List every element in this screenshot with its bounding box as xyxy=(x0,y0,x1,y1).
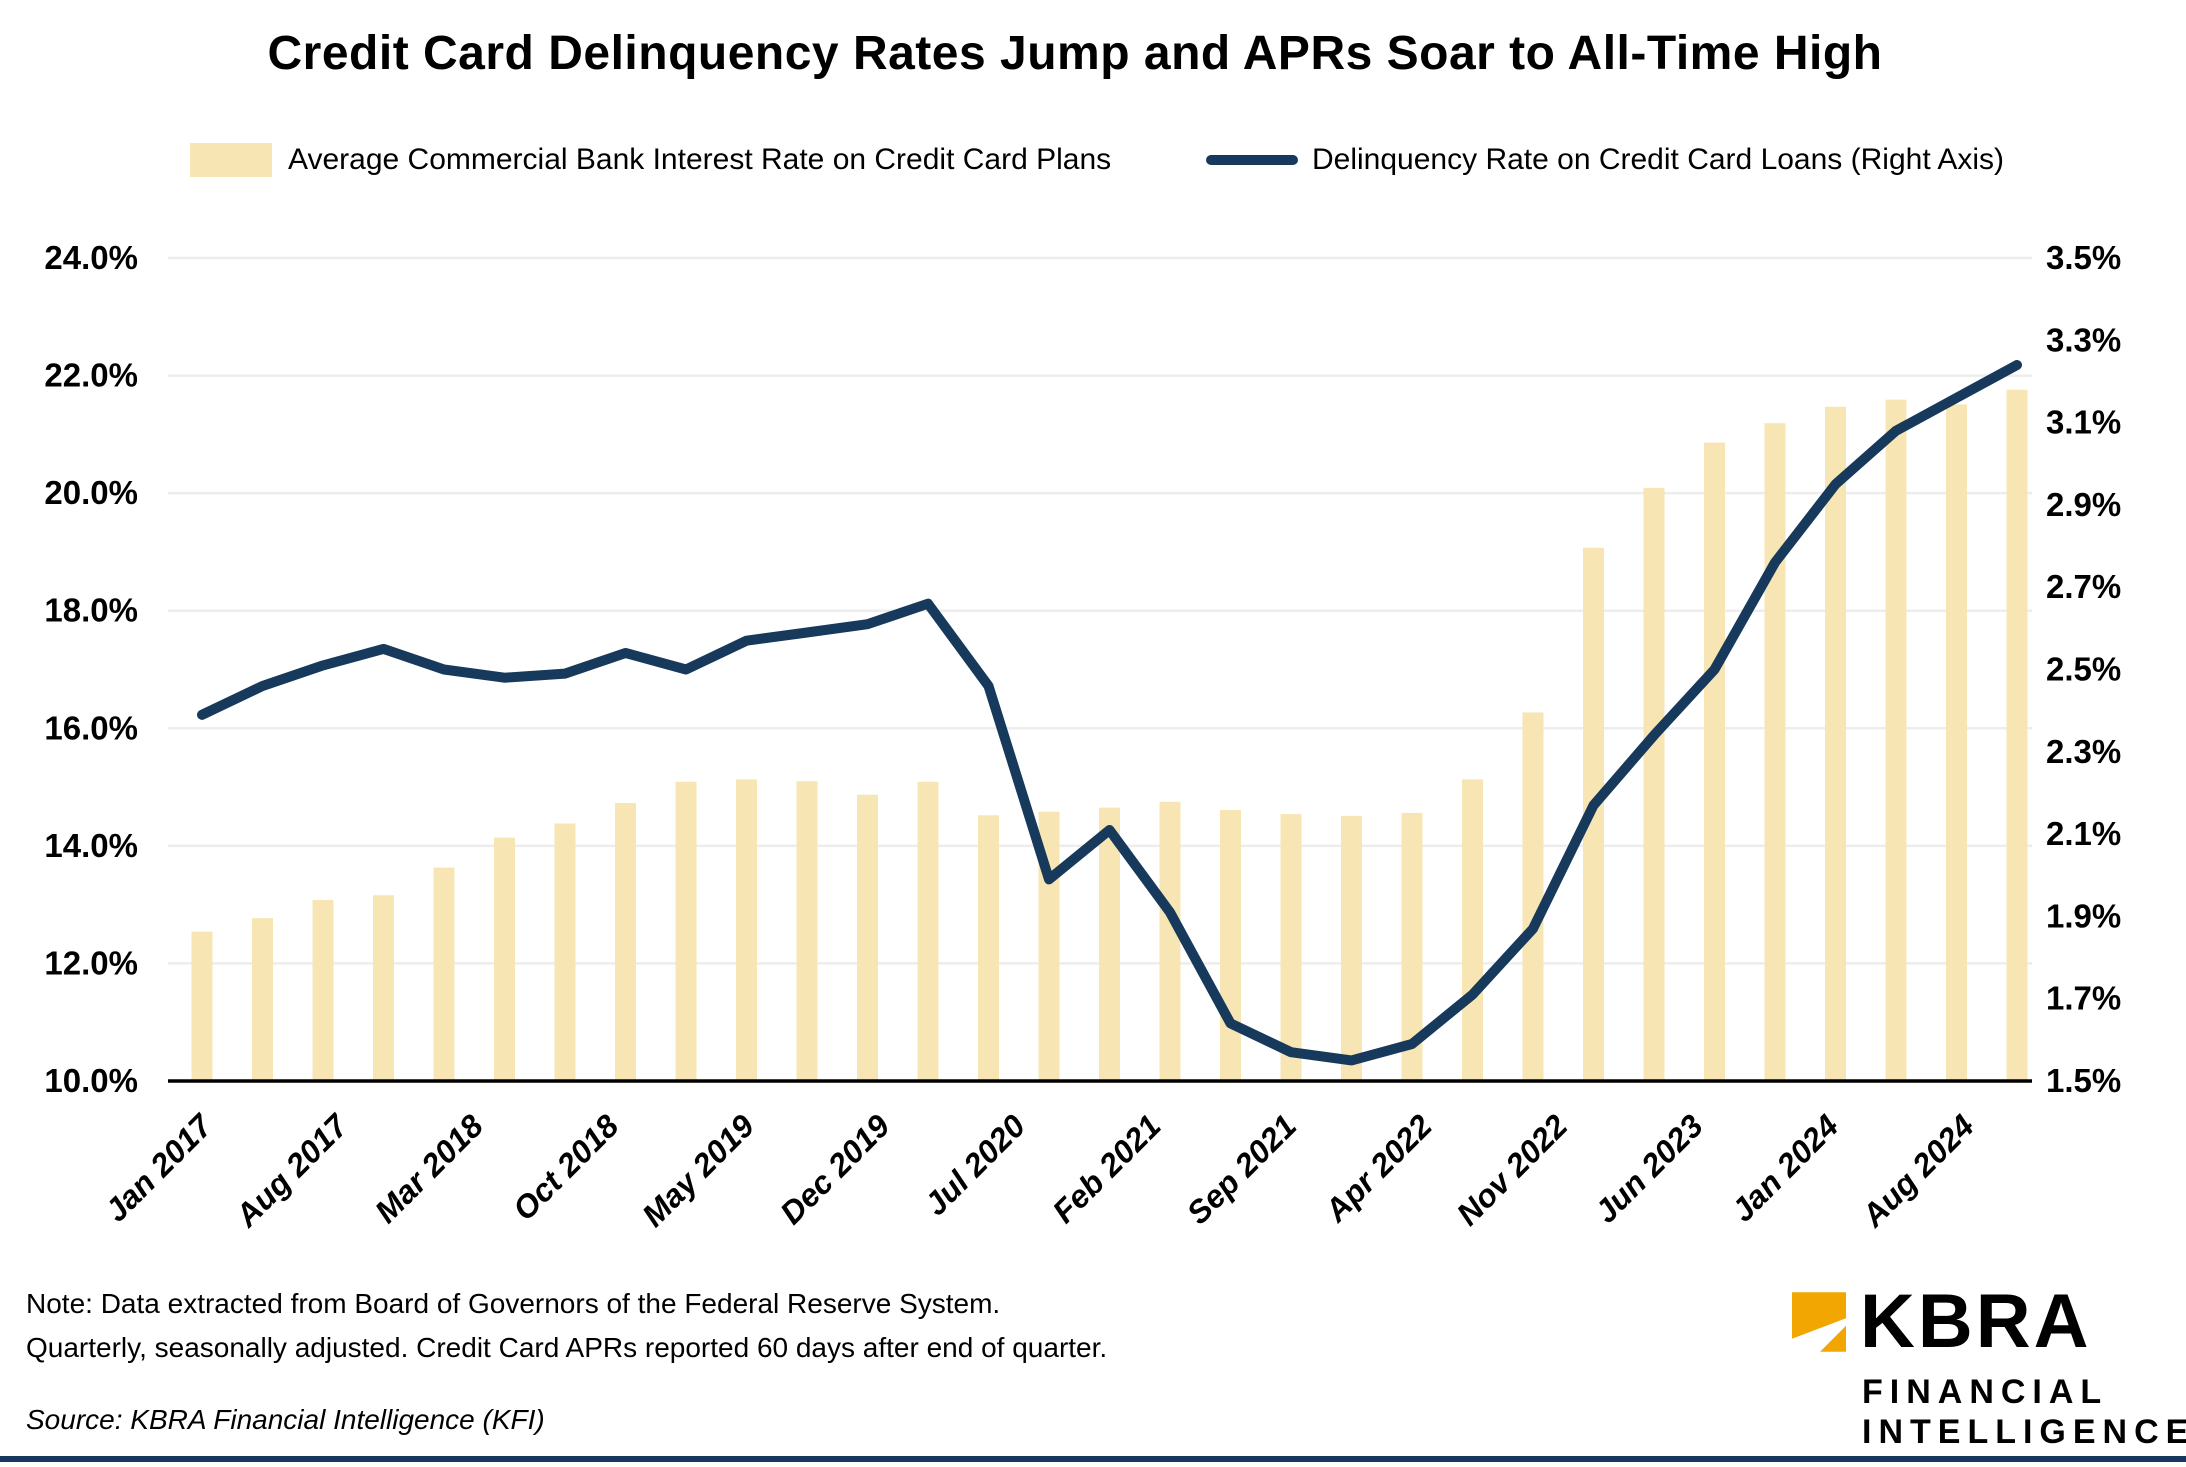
bar-Q1-2023 xyxy=(1643,487,1665,1081)
bar-Q1-2021 xyxy=(1159,801,1181,1081)
bar-Q3-2018 xyxy=(554,823,576,1081)
kbra-logo-sub1: FINANCIAL xyxy=(1862,1373,2109,1411)
bar-Q1-2024 xyxy=(1885,399,1907,1081)
bar-Q4-2017 xyxy=(373,895,394,1081)
bar-Q1-2017 xyxy=(191,931,213,1081)
right-axis-tick: 2.5% xyxy=(2046,651,2121,688)
right-axis-tick: 2.7% xyxy=(2046,568,2121,605)
left-axis-tick: 10.0% xyxy=(44,1062,138,1099)
bar-Q3-2022 xyxy=(1522,712,1544,1081)
bar-Q3-2019 xyxy=(796,781,818,1081)
bar-Q2-2023 xyxy=(1704,442,1725,1081)
bar-Q3-2023 xyxy=(1764,423,1786,1081)
left-axis-tick: 12.0% xyxy=(44,944,138,981)
bar-Q4-2021 xyxy=(1341,815,1362,1081)
bar-Q4-2019 xyxy=(857,794,878,1081)
bar-Q3-2024 xyxy=(2006,389,2028,1081)
right-axis-tick: 3.5% xyxy=(2046,239,2121,276)
x-axis-tick: Dec 2019 xyxy=(773,1107,897,1231)
bar-Q2-2019 xyxy=(736,779,757,1081)
legend-item-line-series: Delinquency Rate on Credit Card Loans (R… xyxy=(1206,138,2004,182)
x-axis-tick: May 2019 xyxy=(635,1107,761,1233)
right-axis-tick: 1.7% xyxy=(2046,980,2121,1017)
combo-chart-plot: 24.0% 22.0% 20.0% 18.0% 16.0% 14.0% 12.0% 10.0%… xyxy=(44,239,2121,1234)
right-axis-tick: 2.3% xyxy=(2046,733,2121,770)
kbra-logo-mark-icon xyxy=(1792,1292,1846,1352)
x-axis-tick: Jan 2017 xyxy=(98,1106,221,1229)
x-axis-tick: Mar 2018 xyxy=(368,1107,490,1229)
bar-Q2-2021 xyxy=(1220,809,1241,1081)
right-axis-tick: 1.9% xyxy=(2046,897,2121,934)
bar-Q1-2018 xyxy=(433,867,455,1081)
line-series-swatch-icon xyxy=(1206,155,1298,165)
source-note: Source: KBRA Financial Intelligence (KFI… xyxy=(26,1404,545,1435)
kbra-logo-sub2: INTELLIGENCE xyxy=(1862,1413,2186,1452)
bar-Q2-2020 xyxy=(978,815,999,1081)
x-axis-tick: Aug 2017 xyxy=(228,1106,356,1234)
right-axis-tick: 2.1% xyxy=(2046,815,2121,852)
left-axis-tick: 20.0% xyxy=(44,474,138,511)
footnote-line1: Note: Data extracted from Board of Gover… xyxy=(26,1288,1001,1319)
x-axis-tick: Jul 2020 xyxy=(917,1107,1032,1222)
footnote-line2: Quarterly, seasonally adjusted. Credit C… xyxy=(26,1332,1108,1364)
x-axis-tick: Sep 2021 xyxy=(1180,1107,1304,1231)
bar-Q3-2017 xyxy=(312,899,334,1081)
legend-item-bar-series: Average Commercial Bank Interest Rate on… xyxy=(190,138,1111,182)
footnote: Note: Data extracted from Board of Gover… xyxy=(26,1282,1107,1370)
left-axis-tick: 22.0% xyxy=(44,357,138,394)
bar-Q1-2019 xyxy=(675,781,697,1081)
delinquency-line xyxy=(197,360,2022,1066)
x-axis-tick: Aug 2024 xyxy=(1854,1107,1981,1234)
right-axis-tick: 3.1% xyxy=(2046,404,2121,441)
right-axis-tick: 2.9% xyxy=(2046,486,2121,523)
bar-Q1-2020 xyxy=(917,781,939,1081)
bar-Q4-2023 xyxy=(1825,406,1846,1081)
x-axis-tick: Apr 2022 xyxy=(1317,1107,1439,1229)
x-axis-tick: Jun 2023 xyxy=(1588,1107,1710,1229)
bar-Q1-2022 xyxy=(1401,812,1423,1081)
legend-line-label: Delinquency Rate on Credit Card Loans (R… xyxy=(1312,143,2005,176)
bottom-accent-bar xyxy=(0,1456,2186,1462)
x-axis-tick: Nov 2022 xyxy=(1450,1107,1575,1232)
bar-Q4-2020 xyxy=(1099,807,1120,1081)
left-axis-tick: 16.0% xyxy=(44,709,138,746)
bar-series-swatch-icon xyxy=(190,143,272,177)
x-axis-tick: Oct 2018 xyxy=(506,1107,626,1227)
x-axis-tick: Feb 2021 xyxy=(1045,1107,1167,1229)
bar-Q2-2024 xyxy=(1946,404,1967,1081)
kbra-logo-text: KBRA xyxy=(1860,1279,2092,1364)
left-axis-tick: 24.0% xyxy=(44,239,138,276)
kbra-logo: KBRA FINANCIAL INTELLIGENCE xyxy=(1792,1284,2186,1452)
right-axis-tick: 3.3% xyxy=(2046,321,2121,358)
bar-Q3-2021 xyxy=(1280,814,1302,1081)
x-axis-tick: Jan 2024 xyxy=(1724,1107,1845,1228)
bar-Q2-2022 xyxy=(1462,779,1483,1081)
left-axis-tick: 14.0% xyxy=(44,827,138,864)
bar-Q2-2017 xyxy=(252,918,273,1081)
bar-Q4-2018 xyxy=(615,802,636,1081)
right-axis-tick: 1.5% xyxy=(2046,1062,2121,1099)
bar-Q2-2018 xyxy=(494,837,515,1081)
chart-title: Credit Card Delinquency Rates Jump and A… xyxy=(267,27,1883,80)
left-axis-tick: 18.0% xyxy=(44,592,138,629)
legend-bar-label: Average Commercial Bank Interest Rate on… xyxy=(288,143,1112,176)
